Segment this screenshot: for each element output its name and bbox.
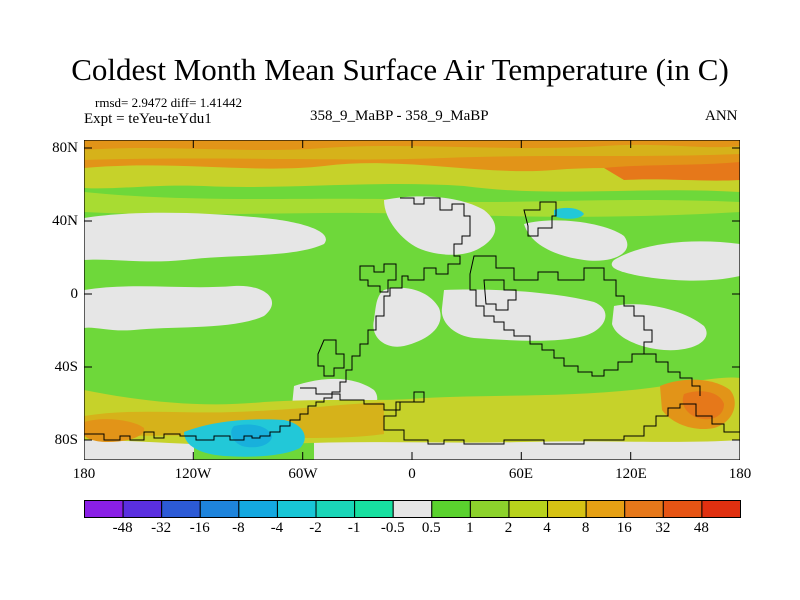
nearzero-region-tropics [84, 285, 273, 331]
colorbar [84, 500, 741, 518]
x-tick-label: 60W [288, 466, 318, 482]
y-tick-label: 40N [52, 213, 78, 229]
experiment-label: Expt = teYeu-teYdu1 [84, 111, 212, 127]
colorbar-box [199, 500, 240, 518]
x-tick-label: 120W [174, 466, 212, 482]
colorbar-box [238, 500, 278, 518]
colorbar-box [624, 500, 664, 518]
colorbar-label: 16 [616, 520, 632, 536]
outline-northeast-block [523, 201, 557, 237]
colorbar-box [662, 500, 703, 518]
colorbar-box [508, 500, 549, 518]
x-tick-label: 60E [508, 466, 534, 482]
colorbar-box [276, 500, 317, 518]
colorbar-label: 48 [693, 520, 709, 536]
nearzero-region-indianocean [441, 289, 606, 341]
chart-title: Coldest Month Mean Surface Air Temperatu… [71, 52, 729, 87]
colorbar-label: -1 [347, 520, 361, 536]
x-tick-label: 180 [728, 466, 752, 482]
x-tick-label: 0 [408, 466, 416, 482]
colorbar-label: 2 [504, 520, 513, 536]
nearzero-region-eastpacific [611, 241, 740, 281]
colorbar-box [122, 500, 163, 518]
colorbar-label: -0.5 [380, 520, 405, 536]
y-tick-label: 80N [52, 140, 78, 156]
colorbar-label: -32 [151, 520, 172, 536]
stats-text: rmsd= 2.9472 diff= 1.41442 [95, 95, 242, 110]
colorbar-box [469, 500, 510, 518]
y-tick-label: 40S [54, 359, 78, 375]
outline-northern-landmass [84, 197, 471, 441]
colorbar-label: -8 [232, 520, 245, 536]
colorbar-box [84, 500, 124, 518]
colorbar-box [315, 500, 356, 518]
nearzero-region-eurasia [384, 196, 496, 255]
colorbar-label: -4 [270, 520, 284, 536]
colorbar-box [354, 500, 394, 518]
nearzero-region-southatlantic [373, 287, 441, 347]
outline-eastern-landmass [469, 255, 653, 377]
colorbar-boxes [84, 500, 741, 518]
outline-southern-continent [300, 387, 740, 445]
continent-outlines [84, 197, 740, 445]
outline-central-island [359, 263, 397, 293]
colorbar-box [161, 500, 201, 518]
temperature-map [84, 140, 740, 460]
colorbar-label: 8 [581, 520, 590, 536]
colorbar-box [547, 500, 587, 518]
y-tick-label: 80S [54, 432, 78, 448]
colorbar-label: -2 [309, 520, 322, 536]
colorbar-label: 32 [655, 520, 671, 536]
comparison-label: 358_9_MaBP - 358_9_MaBP [310, 108, 489, 124]
y-axis-ticks [84, 147, 740, 441]
outline-west-peninsula [317, 339, 345, 377]
colorbar-label: -16 [189, 520, 210, 536]
nearzero-region-northpacific [84, 212, 326, 262]
colorbar-label: -48 [112, 520, 133, 536]
nearzero-region-eastern [524, 220, 628, 261]
colorbar-box [431, 500, 471, 518]
outline-inner-basin [483, 279, 517, 311]
x-tick-label: 120E [615, 466, 647, 482]
x-tick-label: 180 [72, 466, 96, 482]
southern-deeporange-patch [682, 391, 724, 420]
colorbar-label: 4 [543, 520, 551, 536]
arctic-deep-orange [604, 162, 740, 181]
x-axis-ticks [192, 140, 632, 460]
arctic-gold-band [84, 144, 740, 160]
southern-gold-band [84, 402, 384, 438]
season-label: ANN [705, 108, 738, 124]
outline-east-coast [644, 353, 701, 396]
minor-cool-patch-east [554, 207, 584, 219]
colorbar-label: 1 [466, 520, 474, 536]
colorbar-label: 0.5 [421, 520, 441, 536]
colorbar-box [701, 500, 741, 518]
y-tick-label: 0 [70, 286, 79, 302]
colorbar-box [585, 500, 626, 518]
colorbar-box [392, 500, 433, 518]
